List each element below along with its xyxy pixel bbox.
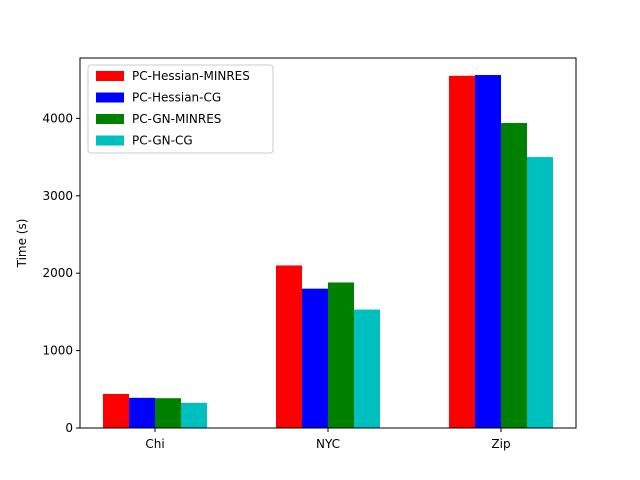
x-axis: Chi NYC Zip — [145, 428, 511, 451]
bar-pc-gn-cg-chi — [181, 402, 207, 428]
bar-pc-hessian-cg-zip — [475, 75, 501, 428]
legend-swatch — [96, 114, 124, 124]
legend-label: PC-Hessian-CG — [132, 91, 221, 105]
legend-box — [87, 64, 274, 154]
bar-pc-hessian-minres-chi — [103, 393, 129, 428]
x-tick-label: Chi — [145, 437, 164, 451]
bar-pc-gn-minres-chi — [155, 398, 181, 428]
legend-swatch — [96, 71, 124, 81]
y-tick-label: 3000 — [42, 189, 73, 203]
bar-pc-gn-minres-zip — [501, 123, 527, 428]
x-tick-label: NYC — [316, 437, 340, 451]
y-tick-label: 0 — [65, 421, 73, 435]
legend-swatch — [96, 92, 124, 103]
x-tick-label: Zip — [491, 437, 510, 451]
bar-pc-hessian-cg-chi — [129, 397, 155, 428]
bar-pc-gn-minres-nyc — [328, 282, 354, 428]
y-tick-label: 4000 — [42, 111, 73, 125]
legend-swatch — [96, 135, 124, 146]
y-axis: 0 1000 2000 3000 4000 — [42, 111, 80, 435]
bars-group — [103, 75, 553, 428]
y-tick-label: 2000 — [42, 266, 73, 280]
legend-label: PC-GN-MINRES — [132, 112, 221, 126]
bar-pc-gn-cg-zip — [527, 157, 553, 428]
bar-pc-hessian-minres-nyc — [276, 265, 302, 428]
legend: PC-Hessian-MINRES PC-Hessian-CG PC-GN-MINR… — [87, 64, 274, 154]
y-tick-label: 1000 — [42, 344, 73, 358]
y-axis-label: Time (s) — [15, 219, 29, 269]
legend-label: PC-GN-CG — [132, 134, 193, 148]
bar-pc-hessian-minres-zip — [449, 75, 475, 428]
bar-pc-hessian-cg-nyc — [302, 288, 328, 428]
legend-label: PC-Hessian-MINRES — [132, 69, 250, 83]
bar-pc-gn-cg-nyc — [354, 309, 380, 428]
